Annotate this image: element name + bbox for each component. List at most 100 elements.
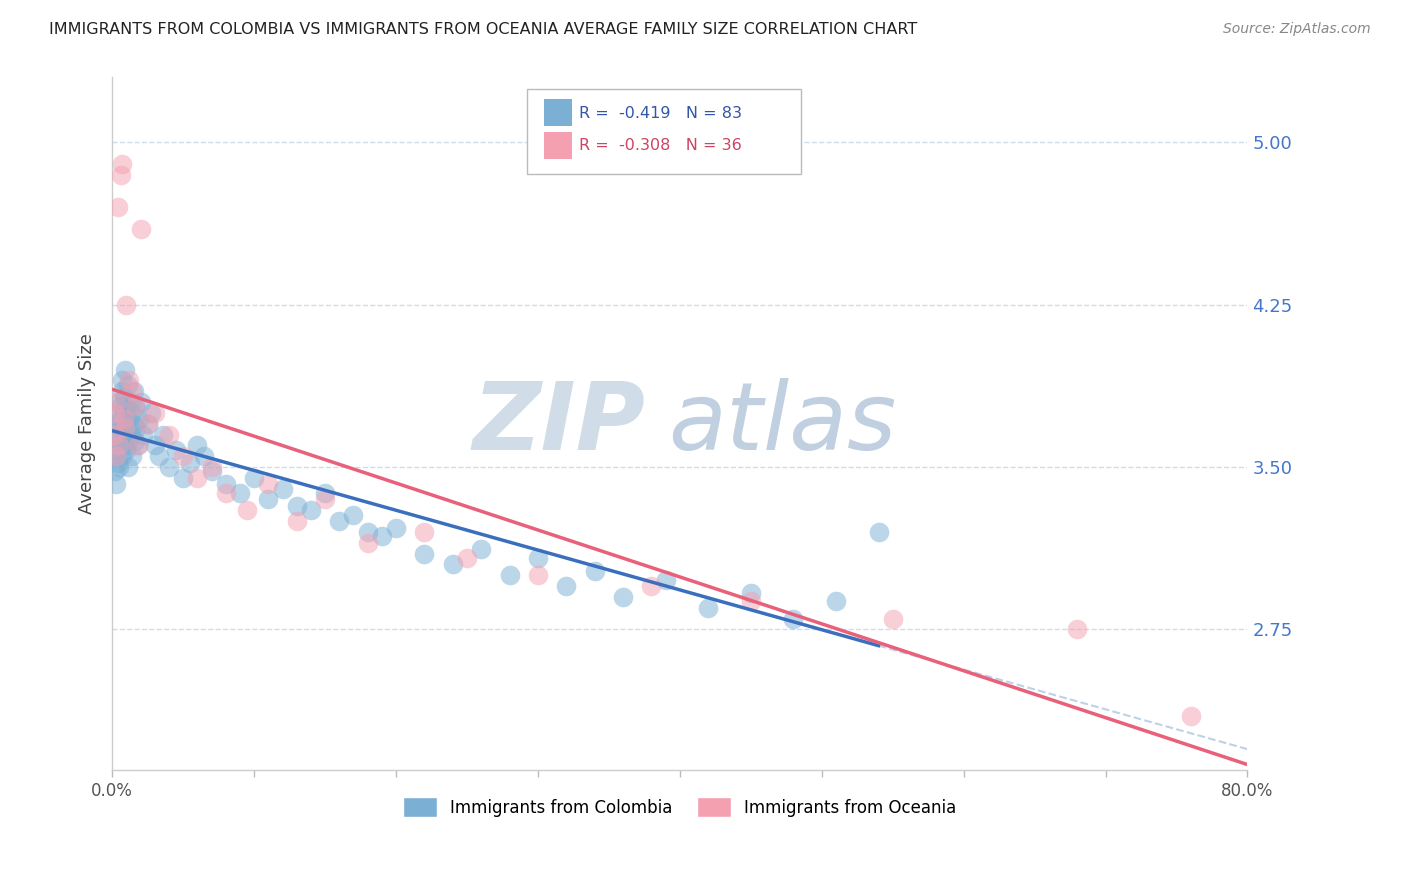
Point bbox=[371, 529, 394, 543]
Point bbox=[108, 395, 131, 409]
Point bbox=[143, 438, 166, 452]
Point bbox=[356, 524, 378, 539]
Point bbox=[165, 442, 187, 457]
Point bbox=[115, 298, 138, 312]
Point bbox=[257, 492, 280, 507]
Point bbox=[342, 508, 364, 522]
Text: R =  -0.308   N = 36: R = -0.308 N = 36 bbox=[579, 138, 742, 153]
Point bbox=[136, 417, 159, 431]
Y-axis label: Average Family Size: Average Family Size bbox=[79, 334, 96, 514]
Point bbox=[118, 412, 141, 426]
Point bbox=[117, 377, 139, 392]
Point bbox=[112, 391, 135, 405]
Point bbox=[115, 400, 138, 414]
Legend: Immigrants from Colombia, Immigrants from Oceania: Immigrants from Colombia, Immigrants fro… bbox=[396, 790, 963, 824]
Point bbox=[200, 460, 222, 475]
Point bbox=[124, 400, 146, 414]
Point bbox=[314, 492, 336, 507]
Point bbox=[132, 427, 155, 442]
Point bbox=[740, 585, 762, 599]
Text: IMMIGRANTS FROM COLOMBIA VS IMMIGRANTS FROM OCEANIA AVERAGE FAMILY SIZE CORRELAT: IMMIGRANTS FROM COLOMBIA VS IMMIGRANTS F… bbox=[49, 22, 918, 37]
Point bbox=[110, 400, 132, 414]
Point bbox=[105, 395, 128, 409]
Point bbox=[103, 427, 125, 442]
Point bbox=[236, 503, 259, 517]
Point bbox=[527, 568, 550, 582]
Point bbox=[108, 438, 131, 452]
Point bbox=[583, 564, 606, 578]
Point bbox=[105, 442, 128, 457]
Point bbox=[243, 471, 266, 485]
Point bbox=[107, 406, 129, 420]
Point bbox=[105, 417, 128, 431]
Point bbox=[271, 482, 294, 496]
Point bbox=[111, 157, 134, 171]
Point bbox=[143, 406, 166, 420]
Text: ZIP: ZIP bbox=[472, 377, 645, 470]
Point bbox=[555, 579, 578, 593]
Point bbox=[413, 547, 436, 561]
Point bbox=[114, 417, 136, 431]
Point bbox=[120, 427, 142, 442]
Point bbox=[654, 573, 676, 587]
Point bbox=[193, 449, 215, 463]
Point bbox=[868, 524, 890, 539]
Point bbox=[612, 590, 634, 604]
Point bbox=[200, 464, 222, 478]
Point bbox=[139, 406, 162, 420]
Point bbox=[186, 438, 208, 452]
Point bbox=[157, 460, 180, 475]
Point bbox=[120, 395, 142, 409]
Point bbox=[825, 594, 848, 608]
Point bbox=[114, 421, 136, 435]
Point bbox=[441, 558, 464, 572]
Point bbox=[104, 464, 127, 478]
Point bbox=[110, 421, 132, 435]
Point bbox=[157, 427, 180, 442]
Point bbox=[328, 514, 350, 528]
Point bbox=[128, 412, 150, 426]
Point bbox=[127, 438, 149, 452]
Point bbox=[115, 442, 138, 457]
Point bbox=[122, 384, 145, 399]
Point bbox=[740, 594, 762, 608]
Point bbox=[385, 520, 408, 534]
Point bbox=[112, 412, 135, 426]
Point bbox=[136, 417, 159, 431]
Point bbox=[285, 514, 308, 528]
Point bbox=[186, 471, 208, 485]
Point bbox=[122, 417, 145, 431]
Point bbox=[129, 395, 152, 409]
Point bbox=[121, 449, 143, 463]
Point bbox=[107, 427, 129, 442]
Point bbox=[111, 384, 134, 399]
Text: atlas: atlas bbox=[668, 378, 897, 469]
Point bbox=[114, 362, 136, 376]
Point bbox=[104, 434, 127, 448]
Point bbox=[697, 600, 720, 615]
Point bbox=[121, 406, 143, 420]
Point bbox=[527, 550, 550, 565]
Point bbox=[172, 471, 194, 485]
Point bbox=[107, 200, 129, 214]
Point bbox=[117, 460, 139, 475]
Point bbox=[127, 438, 149, 452]
Point bbox=[882, 611, 904, 625]
Point bbox=[498, 568, 520, 582]
Text: Source: ZipAtlas.com: Source: ZipAtlas.com bbox=[1223, 22, 1371, 37]
Point bbox=[356, 535, 378, 549]
Point bbox=[299, 503, 322, 517]
Point bbox=[112, 406, 135, 420]
Point bbox=[456, 550, 478, 565]
Point bbox=[152, 427, 174, 442]
Point bbox=[118, 434, 141, 448]
Point bbox=[640, 579, 662, 593]
Point bbox=[314, 486, 336, 500]
Point bbox=[118, 373, 141, 387]
Point bbox=[121, 384, 143, 399]
Point bbox=[229, 486, 252, 500]
Point bbox=[125, 421, 148, 435]
Point bbox=[105, 477, 128, 491]
Point bbox=[215, 477, 238, 491]
Point bbox=[124, 434, 146, 448]
